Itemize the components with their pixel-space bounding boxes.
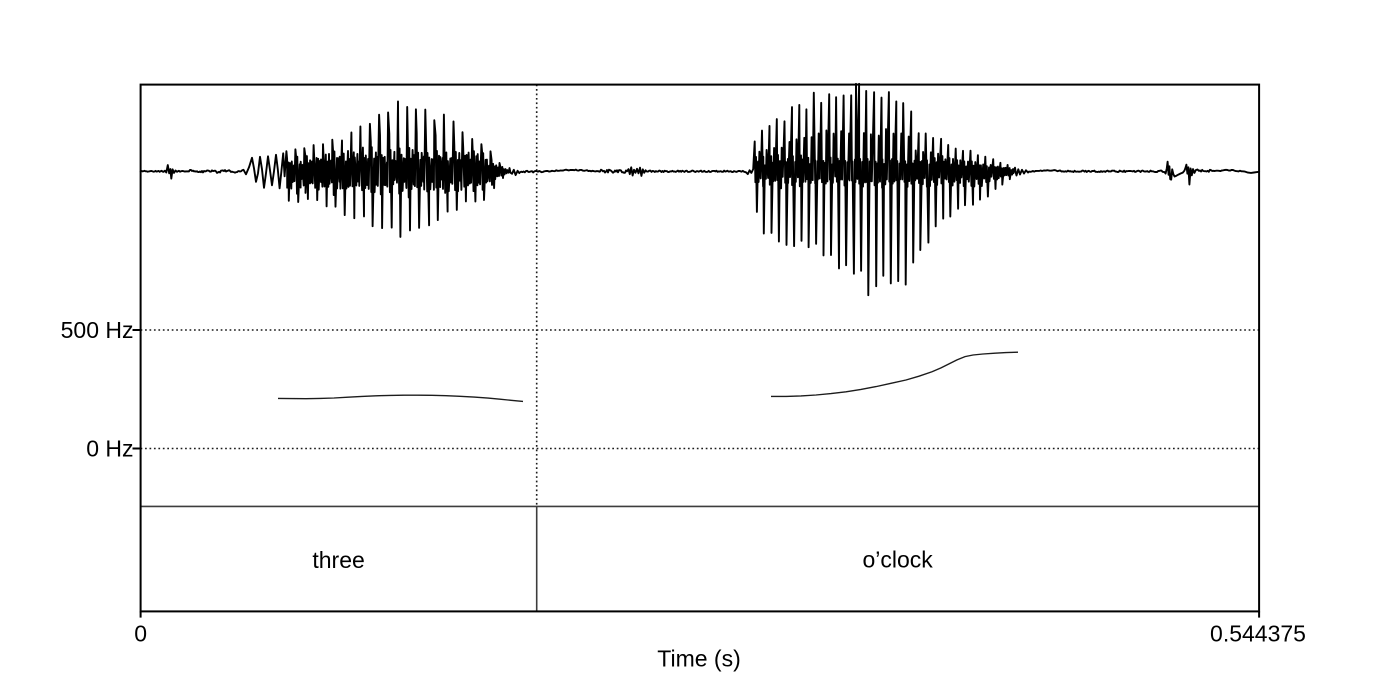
svg-text:0: 0 xyxy=(134,620,147,646)
svg-text:o’clock: o’clock xyxy=(862,547,933,573)
svg-text:three: three xyxy=(312,547,364,573)
svg-text:Time (s): Time (s) xyxy=(657,646,740,672)
svg-text:0.544375: 0.544375 xyxy=(1210,620,1306,646)
svg-text:0 Hz: 0 Hz xyxy=(86,435,133,461)
svg-text:500 Hz: 500 Hz xyxy=(61,317,134,343)
